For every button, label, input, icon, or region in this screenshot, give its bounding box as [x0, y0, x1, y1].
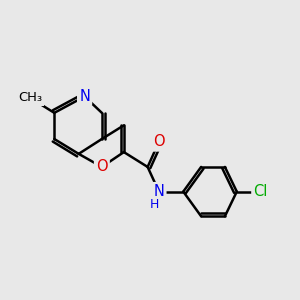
- Text: N: N: [79, 89, 90, 104]
- Text: H: H: [150, 199, 159, 212]
- Text: O: O: [153, 134, 165, 149]
- Text: Cl: Cl: [254, 184, 268, 199]
- Text: N: N: [154, 184, 164, 199]
- Text: CH₃: CH₃: [19, 92, 43, 104]
- Text: O: O: [96, 159, 108, 174]
